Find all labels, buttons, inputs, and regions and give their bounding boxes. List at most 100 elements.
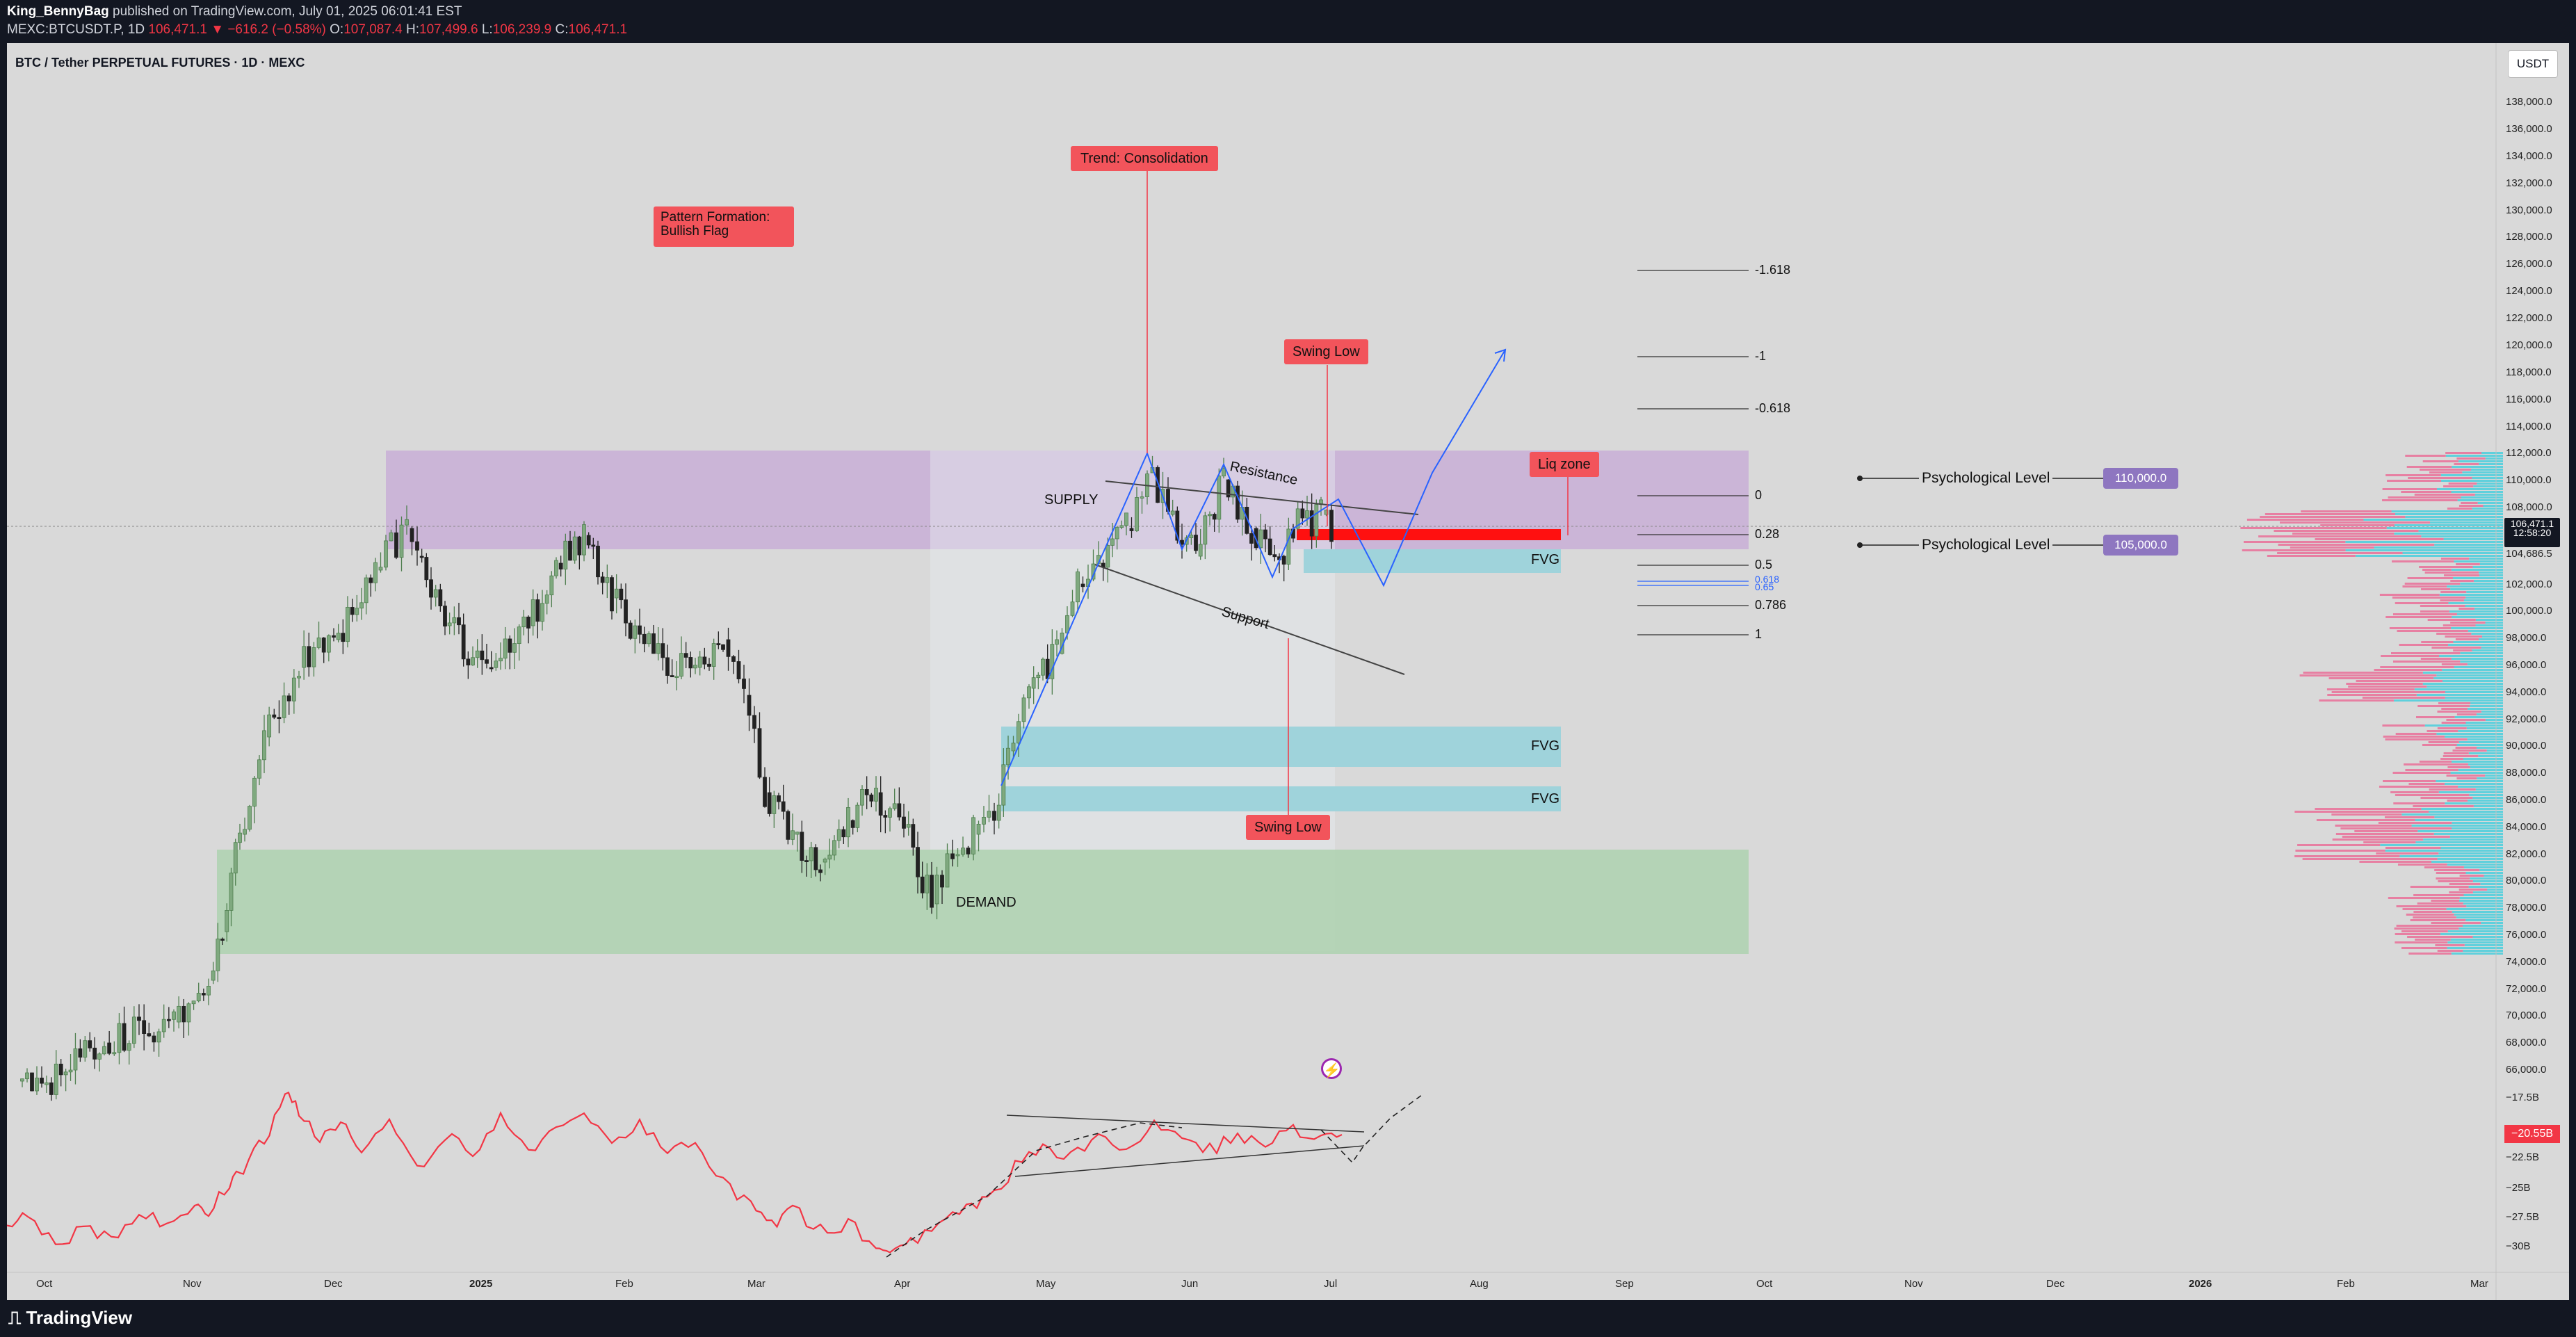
profile-bar-teal [2345, 549, 2503, 551]
profile-bar-pink [2405, 455, 2446, 457]
candle-body [888, 808, 892, 818]
pattern-label[interactable]: Pattern Formation: Bullish Flag [654, 206, 794, 247]
indicator-channel-bottom [1014, 1145, 1365, 1177]
trend-label[interactable]: Trend: Consolidation [1071, 146, 1218, 171]
profile-bar-pink [2436, 633, 2472, 635]
candle-body [786, 811, 791, 840]
candle-body [971, 817, 975, 854]
profile-bar-teal [2476, 713, 2503, 715]
candle-body [955, 854, 960, 857]
candle-body [1124, 512, 1128, 526]
candle-body [20, 1078, 24, 1082]
candle-body [243, 829, 247, 835]
profile-bar-teal [2363, 519, 2503, 521]
profile-bar-teal [2480, 883, 2503, 885]
candle-body [480, 650, 485, 661]
candle-body [1272, 554, 1277, 558]
time-axis[interactable]: Oct Nov Dec 2025 Feb Mar Apr May Jun Jul Aug Sep Oct… [7, 1272, 2496, 1300]
profile-bar-teal [2473, 805, 2503, 807]
liq-zone-label[interactable]: Liq zone [1530, 452, 1599, 477]
profile-bar-pink [2242, 549, 2346, 551]
profile-bar-teal [2445, 697, 2503, 699]
profile-bar-pink [2436, 872, 2466, 874]
candle-body [1065, 615, 1069, 633]
publisher-user[interactable]: King_BennyBag [7, 4, 109, 19]
candle-body [661, 643, 665, 658]
candle-body [688, 657, 693, 669]
profile-bar-teal [2460, 661, 2503, 663]
psych-level-badge-105k[interactable]: 105,000.0 [2103, 535, 2178, 556]
profile-bar-pink [2354, 830, 2418, 832]
indicator-axis[interactable]: −17.5B −22.5B −25B −27.5B −30B [2496, 1085, 2569, 1272]
profile-bar-teal [2447, 864, 2503, 866]
tradingview-logo[interactable]: ⎍ TradingView [8, 1307, 132, 1329]
candle-body [846, 807, 850, 838]
price-axis-label: 68,000.0 [2506, 1037, 2547, 1048]
candle-body [1263, 529, 1267, 540]
psych-level-badge-110k[interactable]: 110,000.0 [2103, 468, 2178, 489]
profile-bar-pink [2384, 816, 2435, 818]
candle-body [1226, 479, 1231, 498]
profile-bar-teal [2479, 638, 2503, 640]
candle-body [987, 811, 991, 818]
candle-body [233, 842, 238, 874]
candle-body [30, 1072, 34, 1092]
profile-bar-pink [2459, 875, 2484, 877]
candle-body [554, 560, 558, 576]
lightning-icon[interactable]: ⚡ [1321, 1058, 1342, 1079]
fib-label: 0.618 [1755, 574, 1780, 585]
profile-bar-pink [2431, 922, 2481, 924]
profile-bar-teal [2481, 452, 2503, 454]
close-label: C: [555, 22, 569, 37]
candle-body [572, 536, 577, 561]
profile-bar-teal [2485, 457, 2503, 460]
profile-bar-teal [2485, 622, 2503, 624]
profile-bar-pink [2390, 791, 2439, 793]
profile-bar-teal [2462, 471, 2503, 473]
price-axis[interactable]: 138,000.0 136,000.0 134,000.0 132,000.0 130,… [2496, 43, 2569, 1272]
price-axis-label: 132,000.0 [2506, 177, 2552, 189]
profile-bar-teal [2469, 794, 2503, 796]
fib-label: 1 [1755, 627, 1763, 641]
pattern-label-line1: Pattern Formation: [661, 210, 770, 225]
profile-bar-pink [2408, 477, 2472, 479]
profile-bar-pink [2385, 616, 2452, 618]
swing-low-top-label[interactable]: Swing Low [1284, 339, 1368, 364]
swing-low-bottom-label[interactable]: Swing Low [1246, 815, 1330, 840]
candle-body [860, 789, 864, 806]
profile-bar-pink [2446, 775, 2486, 777]
profile-bar-pink [2316, 819, 2415, 821]
fib-label: -0.618 [1755, 401, 1791, 415]
last-price: 106,471.1 [148, 22, 207, 37]
profile-bar-pink [2421, 641, 2454, 643]
profile-bar-pink [2389, 627, 2452, 629]
profile-bar-teal [2451, 761, 2503, 763]
profile-bar-teal [2414, 688, 2503, 690]
candle-body [1115, 527, 1119, 540]
profile-bar-pink [2404, 763, 2468, 765]
currency-button[interactable]: USDT [2508, 50, 2558, 78]
candle-body [452, 617, 457, 624]
profile-bar-teal [2445, 691, 2503, 693]
profile-bar-teal [2470, 702, 2503, 704]
candle-body [996, 804, 1001, 821]
profile-bar-pink [2422, 744, 2457, 746]
profile-bar-teal [2447, 930, 2503, 932]
profile-bar-pink [2434, 869, 2480, 871]
indicator-axis-label: −25B [2506, 1182, 2531, 1194]
profile-bar-pink [2315, 808, 2422, 810]
profile-bar-pink [2447, 508, 2472, 510]
fib-label: 0.786 [1755, 598, 1787, 612]
profile-bar-pink [2359, 861, 2432, 863]
indicator-value-badge: −20.55B [2504, 1125, 2560, 1143]
price-axis-label: 76,000.0 [2506, 929, 2547, 941]
candle-body [147, 1033, 152, 1037]
candle-body [1245, 506, 1249, 534]
profile-bar-teal [2463, 866, 2503, 868]
candle-body [186, 1003, 191, 1023]
profile-bar-teal [2434, 816, 2503, 818]
candle-body [282, 695, 286, 718]
fibonacci-levels [1637, 270, 1749, 635]
candle-body [721, 644, 725, 650]
